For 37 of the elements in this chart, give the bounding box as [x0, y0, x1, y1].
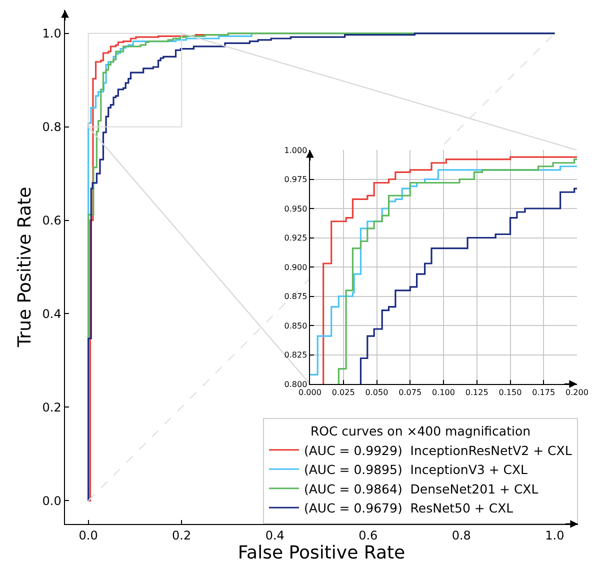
x-axis-title: False Positive Rate: [238, 542, 406, 564]
legend-label: (AUC = 0.9929) InceptionResNetV2 + CXL: [304, 442, 572, 458]
y-tick-label: 0.800: [284, 380, 308, 389]
y-tick-label: 0.6: [42, 213, 62, 228]
x-tick-label: 0.000: [298, 388, 322, 397]
y-tick-label: 0.825: [284, 350, 308, 360]
legend-label: (AUC = 0.9895) InceptionV3 + CXL: [304, 462, 528, 477]
x-tick-label: 0.8: [452, 528, 471, 543]
y-tick-label: 1.000: [284, 146, 308, 155]
y-tick-label: 0.950: [284, 204, 308, 214]
x-tick-label: 1.0: [545, 528, 564, 543]
y-tick-label: 0.900: [284, 262, 308, 272]
x-tick-label: 0.025: [332, 388, 355, 397]
y-tick-label: 0.875: [284, 292, 308, 302]
y-tick-label: 0.975: [284, 175, 308, 184]
y-tick-label: 0.4: [42, 306, 62, 321]
x-tick-label: 0.150: [498, 388, 522, 397]
x-tick-label: 0.125: [465, 388, 488, 397]
x-tick-label: 0.0: [78, 528, 98, 543]
x-tick-label: 0.4: [265, 528, 284, 543]
y-axis-title: True Positive Rate: [14, 186, 36, 348]
y-tick-label: 0.850: [284, 321, 308, 330]
y-tick-label: 0.0: [42, 494, 62, 508]
y-tick-label: 0.8: [42, 120, 62, 134]
y-tick-label: 1.0: [42, 26, 62, 41]
y-tick-label: 0.925: [284, 234, 308, 243]
x-tick-label: 0.200: [566, 388, 588, 397]
x-tick-label: 0.075: [398, 388, 422, 397]
legend-title: ROC curves on ×400 magnification: [310, 423, 531, 438]
legend-label: (AUC = 0.9679) ResNet50 + CXL: [304, 500, 514, 516]
x-tick-label: 0.2: [172, 528, 192, 543]
x-tick-label: 0.050: [365, 388, 388, 397]
x-tick-label: 0.175: [532, 388, 556, 397]
x-tick-label: 0.100: [432, 388, 455, 397]
y-tick-label: 0.2: [42, 400, 62, 414]
legend-label: (AUC = 0.9864) DenseNet201 + CXL: [304, 481, 538, 496]
x-tick-label: 0.6: [358, 528, 378, 543]
